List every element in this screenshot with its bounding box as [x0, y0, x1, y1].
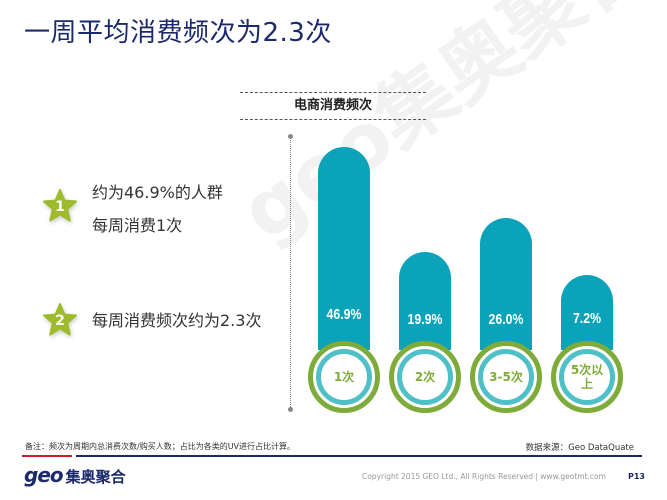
star-badge-icon: 1	[42, 188, 78, 224]
logo-cn: 集奥聚合	[65, 468, 126, 486]
logo-geo: geo	[24, 463, 64, 487]
data-source: 数据来源：Geo DataQuate	[525, 443, 634, 453]
company-logo: geo 集奥聚合	[24, 463, 126, 487]
callout-1: 1 约为46.9%的人群 每周消费1次	[42, 183, 223, 242]
bar-1	[318, 147, 370, 350]
bar-value-label: 26.0%	[488, 311, 524, 328]
page-number: P13	[628, 472, 645, 481]
footnote: 备注：频次为周期内总消费次数/购买人数；占比为各类的UV进行占比计算。	[25, 442, 296, 451]
category-label: 3-5次	[489, 370, 523, 384]
callout-line: 约为46.9%的人群	[92, 183, 223, 202]
callout-2: 2 每周消费频次约为2.3次	[42, 302, 261, 338]
footer-rule-navy	[76, 455, 642, 457]
page-title: 一周平均消费频次为2.3次	[24, 18, 332, 48]
category-label: 5次以上	[570, 363, 604, 391]
category-ring: 2次	[389, 341, 461, 413]
chart-title: 电商消费频次	[240, 92, 426, 120]
copyright: Copyright 2015 GEO Ltd., All Rights Rese…	[362, 472, 606, 481]
category-label: 2次	[414, 370, 436, 384]
bar-value-label: 7.2%	[572, 310, 602, 327]
category-ring: 3-5次	[470, 341, 542, 413]
bar-4	[561, 275, 613, 350]
category-ring: 1次	[308, 341, 380, 413]
bar-value-label: 19.9%	[407, 311, 443, 328]
bar-2	[399, 252, 451, 350]
divider-dot	[288, 134, 293, 139]
badge-number: 1	[55, 199, 65, 215]
divider-line	[288, 134, 293, 412]
callout-line: 每周消费1次	[92, 216, 183, 235]
divider-dot	[288, 407, 293, 412]
star-badge-icon: 2	[42, 302, 78, 338]
footer-rule-red	[22, 455, 72, 457]
badge-number: 2	[55, 313, 65, 329]
category-label: 1次	[333, 370, 355, 384]
bar-value-label: 46.9%	[326, 306, 362, 323]
chart-title-text: 电商消费频次	[293, 98, 372, 113]
bar-3	[480, 218, 532, 350]
category-ring: 5次以上	[551, 341, 623, 413]
callout-line: 每周消费频次约为2.3次	[92, 311, 262, 330]
